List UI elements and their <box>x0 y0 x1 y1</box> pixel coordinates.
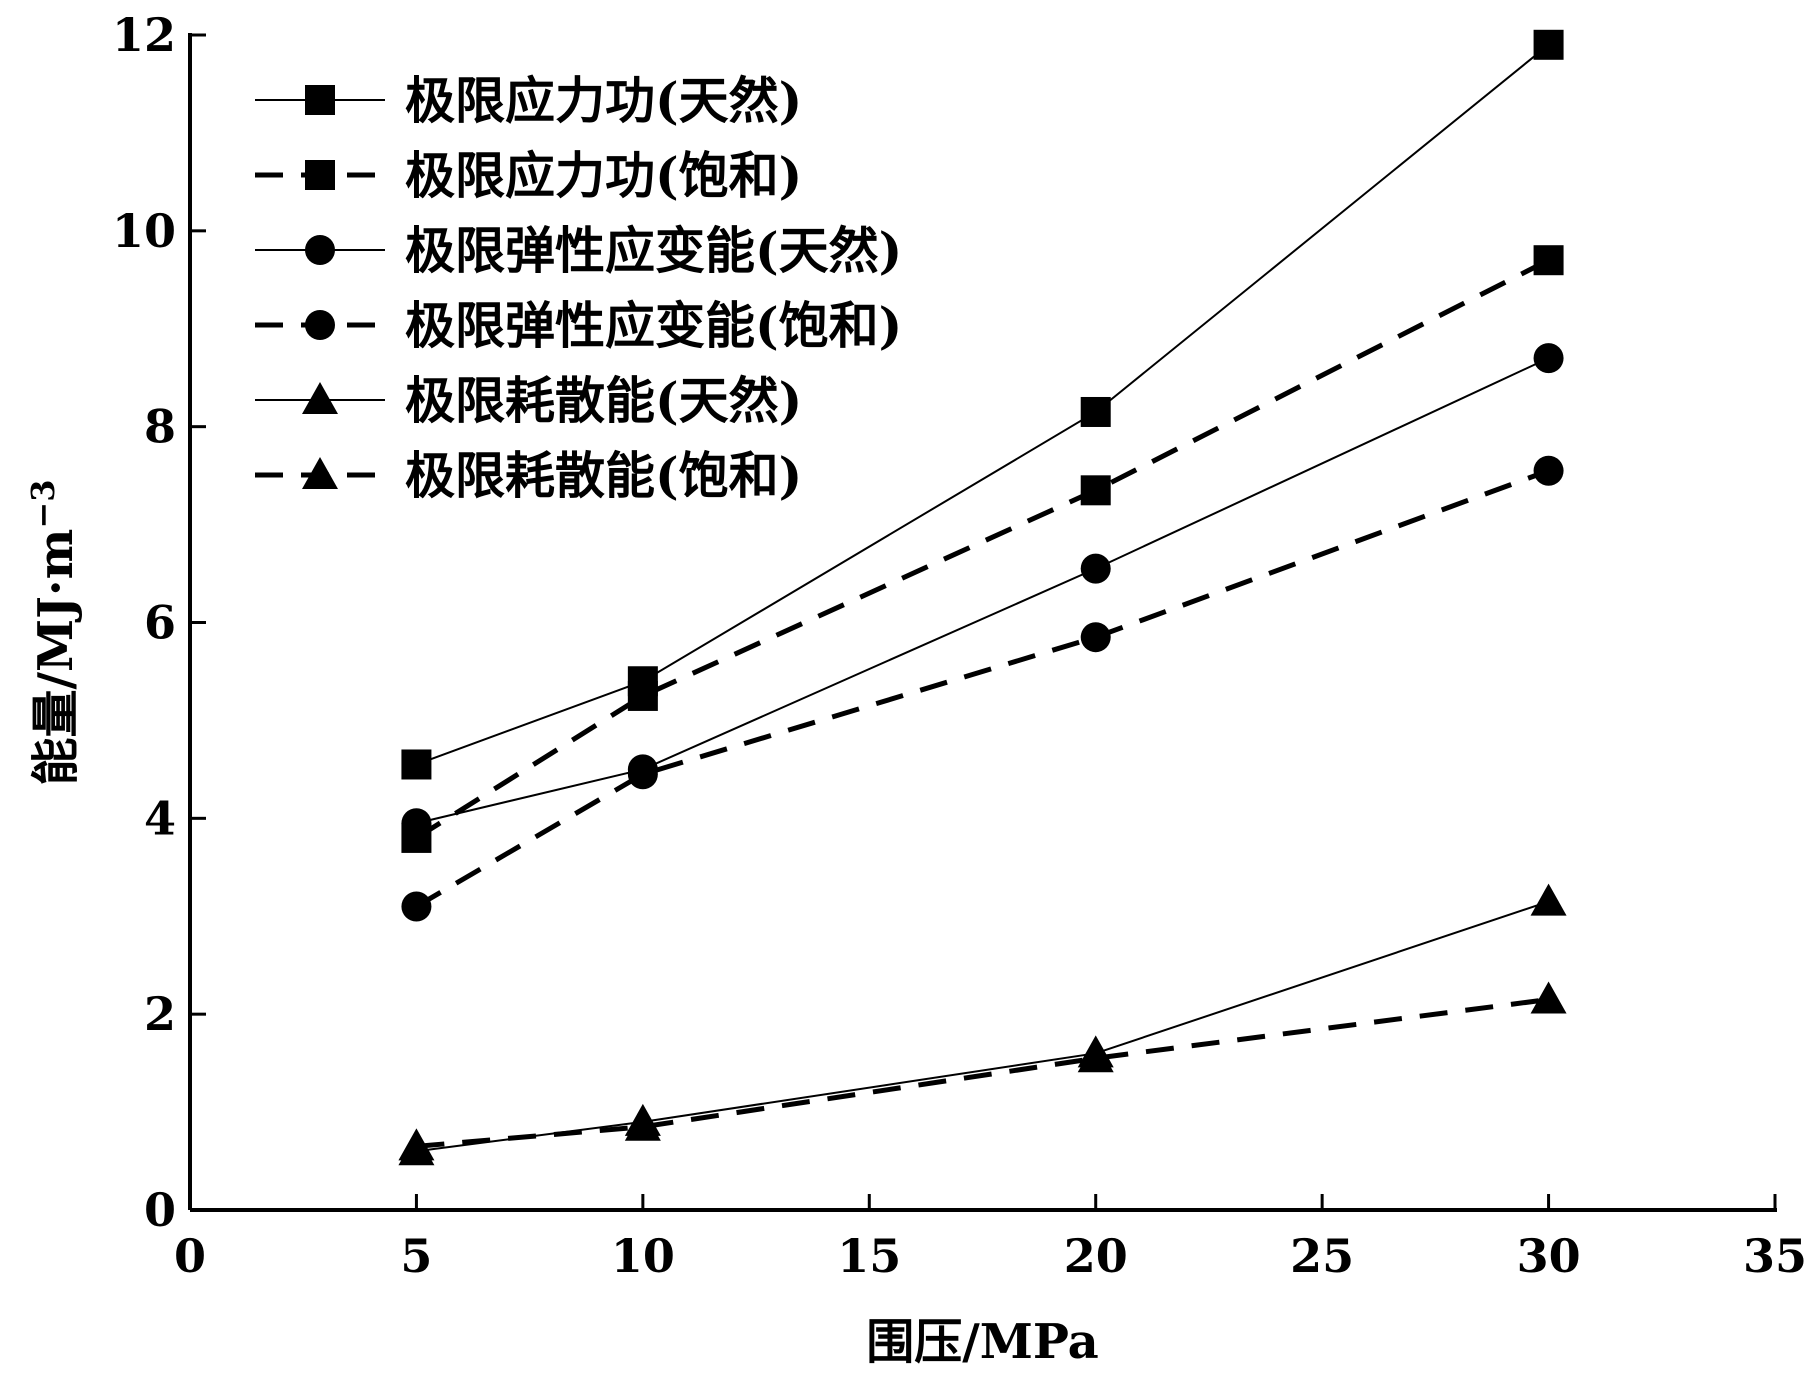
data-point-square <box>401 749 432 780</box>
x-tick-label: 15 <box>837 1229 901 1283</box>
data-point-circle <box>1080 553 1111 584</box>
x-tick-label: 20 <box>1064 1229 1128 1283</box>
legend-item: 极限耗散能(天然) <box>255 371 802 430</box>
data-point-triangle <box>398 1128 435 1161</box>
series-layer <box>398 29 1567 1166</box>
legend-marker-square <box>305 160 335 190</box>
legend-label: 极限耗散能(天然) <box>405 371 802 430</box>
y-tick-label: 6 <box>144 596 176 650</box>
data-point-circle <box>401 808 432 839</box>
legend-item: 极限弹性应变能(饱和) <box>255 296 902 355</box>
x-tick-label: 0 <box>174 1229 206 1283</box>
series-line <box>415 257 1550 841</box>
legend-label: 极限弹性应变能(天然) <box>405 221 902 280</box>
legend-item: 极限应力功(饱和) <box>255 146 802 205</box>
x-tick-label: 30 <box>1517 1229 1581 1283</box>
data-point-circle <box>1080 622 1111 653</box>
series-6 <box>398 981 1567 1161</box>
data-point-circle <box>627 759 658 790</box>
y-axis-title-superscript: −3 <box>24 480 62 529</box>
legend-marker-triangle <box>302 382 338 414</box>
data-point-triangle <box>1530 981 1567 1014</box>
y-tick-label: 0 <box>144 1183 176 1237</box>
legend-item: 极限应力功(天然) <box>255 71 802 130</box>
legend-marker-square <box>305 85 335 115</box>
y-tick-label: 12 <box>112 8 176 62</box>
legend: 极限应力功(天然) 极限应力功(饱和) 极限弹性应变能(天然) 极限弹性应变能(饱和)… <box>255 71 902 505</box>
data-point-square <box>1080 475 1111 506</box>
legend-marker-circle <box>305 310 335 340</box>
data-point-square <box>1080 396 1111 427</box>
series-line <box>416 44 1550 766</box>
data-point-circle <box>1533 455 1564 486</box>
data-point-circle <box>1533 343 1564 374</box>
x-tick-label: 35 <box>1743 1229 1807 1283</box>
legend-item: 极限弹性应变能(天然) <box>255 221 902 280</box>
y-tick-label: 2 <box>144 987 176 1041</box>
x-tick-label: 10 <box>611 1229 675 1283</box>
legend-marker-circle <box>305 235 335 265</box>
data-point-circle <box>401 891 432 922</box>
x-axis-title: 围压/MPa <box>866 1314 1099 1370</box>
x-tick-label: 25 <box>1290 1229 1354 1283</box>
y-axis-title-group: 能量/MJ·m−3 <box>24 480 84 786</box>
series-line <box>416 357 1549 825</box>
y-axis-title-main: 能量/MJ·m <box>28 529 84 786</box>
legend-label: 极限应力功(饱和) <box>405 146 802 205</box>
series-line <box>415 468 1550 909</box>
series-line <box>416 900 1549 1153</box>
data-point-square <box>1533 29 1564 60</box>
x-tick-label: 5 <box>400 1229 432 1283</box>
data-point-square <box>1533 245 1564 276</box>
series-4 <box>401 455 1564 922</box>
data-point-triangle <box>624 1108 661 1141</box>
series-2 <box>401 245 1564 853</box>
series-5 <box>398 883 1567 1166</box>
y-tick-label: 4 <box>144 791 176 845</box>
legend-label: 极限弹性应变能(饱和) <box>405 296 902 355</box>
legend-label: 极限应力功(天然) <box>405 71 802 130</box>
data-point-triangle <box>1077 1040 1114 1073</box>
data-point-triangle <box>1530 883 1567 916</box>
legend-label: 极限耗散能(饱和) <box>405 446 802 505</box>
series-line <box>416 996 1549 1149</box>
legend-item: 极限耗散能(饱和) <box>255 446 802 505</box>
y-tick-label: 8 <box>144 400 176 454</box>
legend-marker-triangle <box>302 457 338 489</box>
data-point-square <box>627 680 658 711</box>
y-axis-title: 能量/MJ·m−3 <box>24 480 84 786</box>
axes: 0 5 10 15 20 25 30 35 0 2 4 6 8 10 12 <box>112 8 1807 1283</box>
y-tick-label: 10 <box>112 204 176 258</box>
